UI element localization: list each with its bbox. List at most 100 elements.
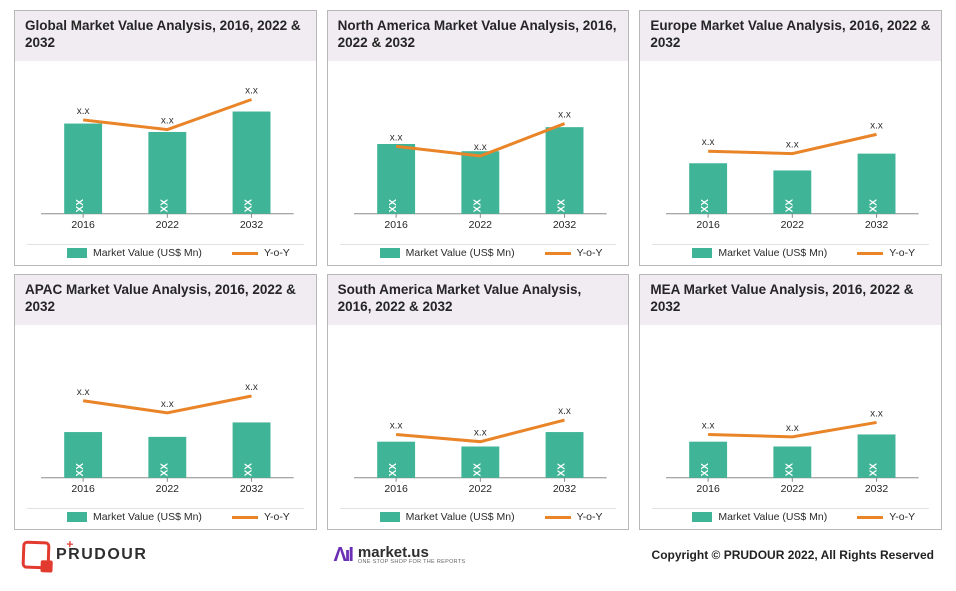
marketus-logo-text: market.us — [358, 545, 466, 560]
x-tick-label: 2016 — [697, 219, 721, 231]
chart-svg: XX 2016 XX 2022 XX 2032 x.x x.x x.x — [27, 331, 304, 508]
legend-bar-label: Market Value (US$ Mn) — [93, 511, 202, 523]
chart-svg: XX 2016 XX 2022 XX 2032 x.x x.x x.x — [340, 331, 617, 508]
x-tick-label: 2016 — [71, 483, 95, 495]
legend-line-label: Y-o-Y — [577, 247, 603, 259]
chart-area: XX2016XX2022XX2032x.xx.xx.x — [15, 61, 316, 244]
yoy-value-label: x.x — [161, 399, 174, 410]
legend-bar-swatch-icon — [692, 248, 712, 258]
x-tick-label: 2016 — [384, 219, 408, 231]
x-tick-label: 2022 — [781, 483, 805, 495]
bar-value-label: XX — [159, 463, 170, 477]
bar-value-label: XX — [700, 199, 711, 213]
chart-area: XX 2016 XX 2022 XX 2032 x.x x.x x.x — [15, 325, 316, 508]
bar-value-label: XX — [785, 463, 796, 477]
chart-legend: Market Value (US$ Mn)Y-o-Y — [652, 508, 929, 529]
x-tick-label: 2022 — [156, 219, 180, 231]
legend-line-swatch-icon — [232, 516, 258, 519]
x-tick-label: 2032 — [552, 219, 576, 231]
panel-title: North America Market Value Analysis, 201… — [328, 11, 629, 61]
yoy-value-label: x.x — [558, 406, 571, 417]
yoy-value-label: x.x — [245, 382, 258, 393]
legend-line-swatch-icon — [857, 252, 883, 255]
yoy-value-label: x.x — [245, 85, 258, 96]
x-tick-label: 2016 — [697, 483, 721, 495]
legend-line-label: Y-o-Y — [264, 247, 290, 259]
panel-title: South America Market Value Analysis, 201… — [328, 275, 629, 325]
x-tick-label: 2022 — [468, 219, 492, 231]
legend-line-label: Y-o-Y — [889, 247, 915, 259]
yoy-value-label: x.x — [77, 106, 90, 117]
marketus-logo-subtext: ONE STOP SHOP FOR THE REPORTS — [358, 560, 466, 566]
x-tick-label: 2032 — [865, 483, 889, 495]
chart-area: XX2016XX2022XX2032x.xx.xx.x — [640, 325, 941, 508]
chart-svg: XX2016XX2022XX2032x.xx.xx.x — [652, 331, 929, 508]
bar-value-label: XX — [472, 199, 483, 213]
x-tick-label: 2016 — [71, 219, 95, 231]
x-tick-label: 2032 — [240, 219, 264, 231]
x-tick-label: 2016 — [384, 483, 408, 495]
chart-area: XX 2016 XX 2022 XX 2032 x.x x.x x.x — [328, 61, 629, 244]
x-tick-label: 2022 — [468, 483, 492, 495]
yoy-value-label: x.x — [558, 109, 571, 120]
yoy-value-label: x.x — [474, 427, 487, 438]
chart-area: XX2016XX2022XX2032x.xx.xx.x — [640, 61, 941, 244]
marketus-logo-icon: ɅıI — [333, 544, 351, 567]
chart-panel: MEA Market Value Analysis, 2016, 2022 & … — [639, 274, 942, 530]
chart-svg: XX2016XX2022XX2032x.xx.xx.x — [27, 67, 304, 244]
x-tick-label: 2032 — [865, 219, 889, 231]
chart-panel: APAC Market Value Analysis, 2016, 2022 &… — [14, 274, 317, 530]
legend-line-swatch-icon — [232, 252, 258, 255]
yoy-value-label: x.x — [870, 408, 883, 419]
panel-title: MEA Market Value Analysis, 2016, 2022 & … — [640, 275, 941, 325]
bar-value-label: XX — [556, 463, 567, 477]
yoy-value-label: x.x — [702, 137, 715, 148]
panel-title: APAC Market Value Analysis, 2016, 2022 &… — [15, 275, 316, 325]
x-tick-label: 2032 — [240, 483, 264, 495]
yoy-value-label: x.x — [786, 139, 799, 150]
x-tick-label: 2032 — [552, 483, 576, 495]
legend-bar-label: Market Value (US$ Mn) — [406, 247, 515, 259]
yoy-value-label: x.x — [161, 115, 174, 126]
prudour-logo: PRUDOUR — [22, 541, 147, 569]
legend-line-swatch-icon — [545, 252, 571, 255]
bar-value-label: XX — [244, 463, 255, 477]
legend-bar-label: Market Value (US$ Mn) — [718, 247, 827, 259]
chart-panel: Europe Market Value Analysis, 2016, 2022… — [639, 10, 942, 266]
yoy-value-label: x.x — [389, 132, 402, 143]
chart-legend: Market Value (US$ Mn) Y-o-Y — [27, 244, 304, 265]
bar-value-label: XX — [472, 463, 483, 477]
yoy-value-label: x.x — [77, 387, 90, 398]
bar — [233, 111, 271, 213]
panel-title: Europe Market Value Analysis, 2016, 2022… — [640, 11, 941, 61]
yoy-value-label: x.x — [870, 120, 883, 131]
chart-grid: Global Market Value Analysis, 2016, 2022… — [14, 10, 942, 530]
prudour-logo-icon — [22, 541, 51, 570]
bar-value-label: XX — [388, 199, 399, 213]
panel-title: Global Market Value Analysis, 2016, 2022… — [15, 11, 316, 61]
legend-bar-swatch-icon — [692, 512, 712, 522]
legend-bar-label: Market Value (US$ Mn) — [93, 247, 202, 259]
legend-line-swatch-icon — [545, 516, 571, 519]
yoy-value-label: x.x — [474, 142, 487, 153]
legend-bar-label: Market Value (US$ Mn) — [406, 511, 515, 523]
bar-value-label: XX — [869, 199, 880, 213]
bar-value-label: XX — [159, 199, 170, 213]
chart-svg: XX 2016 XX 2022 XX 2032 x.x x.x x.x — [340, 67, 617, 244]
legend-line-label: Y-o-Y — [264, 511, 290, 523]
legend-bar-swatch-icon — [380, 512, 400, 522]
bar-value-label: XX — [869, 463, 880, 477]
bar-value-label: XX — [388, 463, 399, 477]
chart-panel: South America Market Value Analysis, 201… — [327, 274, 630, 530]
x-tick-label: 2022 — [781, 219, 805, 231]
legend-line-swatch-icon — [857, 516, 883, 519]
legend-bar-swatch-icon — [67, 248, 87, 258]
bar-value-label: XX — [556, 199, 567, 213]
chart-legend: Market Value (US$ Mn) Y-o-Y — [27, 508, 304, 529]
legend-bar-swatch-icon — [380, 248, 400, 258]
chart-panel: Global Market Value Analysis, 2016, 2022… — [14, 10, 317, 266]
x-tick-label: 2022 — [156, 483, 180, 495]
bar-value-label: XX — [75, 463, 86, 477]
legend-bar-swatch-icon — [67, 512, 87, 522]
yoy-value-label: x.x — [389, 420, 402, 431]
